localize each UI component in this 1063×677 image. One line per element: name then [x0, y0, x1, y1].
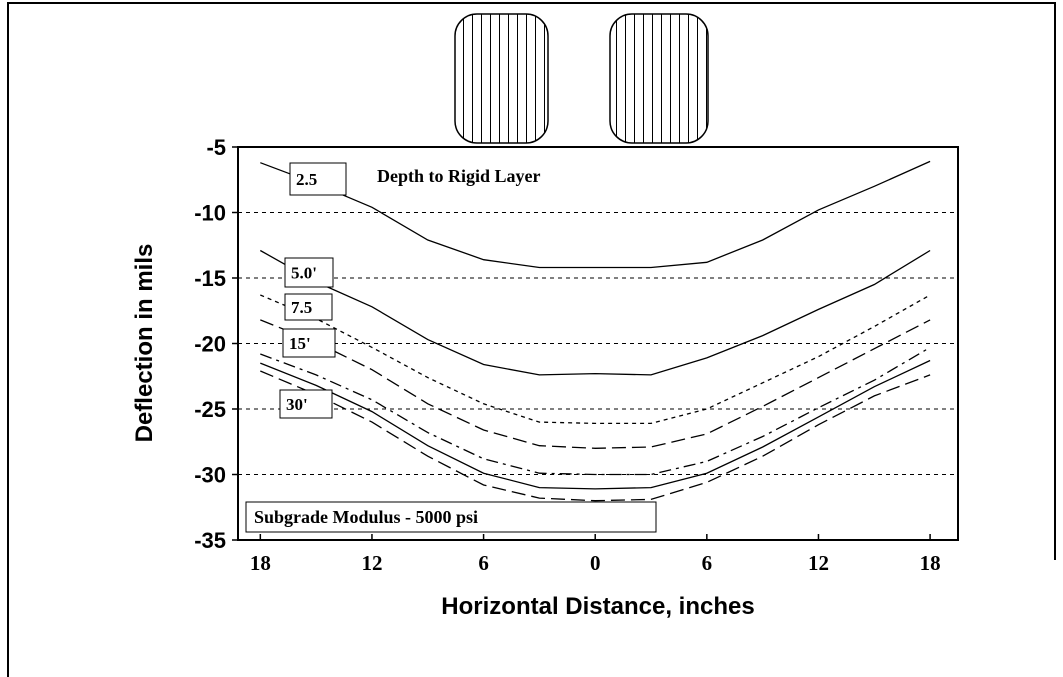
x-tick-label: 12 [808, 551, 829, 575]
series-label-box [282, 328, 336, 358]
y-tick-label: -15 [194, 266, 226, 291]
series-line [260, 370, 931, 502]
x-tick-label: 18 [920, 551, 941, 575]
frame [7, 2, 1056, 677]
tire [609, 13, 709, 144]
y-tick-label: -20 [194, 332, 226, 357]
series-label: 7.5 [291, 298, 312, 317]
y-tick-label: -30 [194, 463, 226, 488]
annotation-box [245, 501, 657, 533]
tire [454, 13, 549, 144]
y-tick-label: -5 [206, 135, 226, 160]
series-line [260, 346, 931, 476]
x-tick-label: 6 [478, 551, 489, 575]
series-label: 2.5 [296, 170, 317, 189]
series-line [260, 359, 931, 490]
series-label-box [284, 257, 334, 288]
x-tick-label: 0 [590, 551, 601, 575]
series-label-box [284, 293, 333, 321]
y-axis-title: Deflection in mils [131, 244, 158, 443]
annotation: Subgrade Modulus - 5000 psi [254, 507, 478, 527]
y-tick-label: -35 [194, 528, 226, 553]
y-tick-label: -25 [194, 397, 226, 422]
series-label-box [289, 162, 347, 196]
x-tick-label: 12 [361, 551, 382, 575]
chart-title: Depth to Rigid Layer [377, 166, 541, 186]
series-label: 15' [289, 334, 311, 353]
x-tick-label: 18 [250, 551, 271, 575]
x-tick-label: 6 [702, 551, 713, 575]
series-line [260, 160, 931, 269]
y-tick-label: -10 [194, 201, 226, 226]
x-axis-title: Horizontal Distance, inches [441, 593, 754, 620]
series-line [260, 294, 931, 425]
series-line [259, 249, 931, 376]
series-label-box [279, 389, 333, 419]
series-line [260, 319, 931, 449]
series-label: 30' [286, 395, 308, 414]
series-label: 5.0' [291, 264, 317, 283]
